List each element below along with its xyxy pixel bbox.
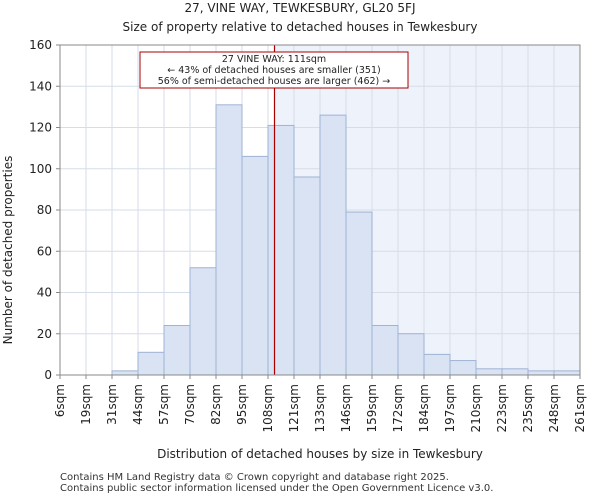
histogram-chart: 27, VINE WAY, TEWKESBURY, GL20 5FJ Size … [1, 1, 587, 461]
x-tick-label: 159sqm [365, 384, 379, 432]
annotation-line: 27 VINE WAY: 111sqm [222, 54, 326, 65]
x-tick-label: 172sqm [391, 384, 405, 432]
x-tick-label: 95sqm [235, 384, 249, 425]
histogram-bar [319, 114, 347, 376]
histogram-bar [475, 368, 503, 376]
histogram-bar [241, 155, 269, 376]
y-tick-label: 120 [29, 121, 52, 135]
y-tick-label: 60 [37, 244, 52, 258]
histogram-bar [163, 325, 191, 376]
histogram-bar [527, 370, 555, 376]
footer: Contains HM Land Registry data © Crown c… [60, 472, 493, 494]
histogram-bar [189, 267, 217, 376]
histogram-bar [423, 353, 451, 376]
x-tick-label: 57sqm [157, 384, 171, 425]
y-tick-label: 160 [29, 38, 52, 52]
x-tick-label: 133sqm [313, 384, 327, 432]
x-axis-label: Distribution of detached houses by size … [157, 447, 483, 461]
x-tick-label: 248sqm [547, 384, 561, 432]
histogram-bar [449, 360, 477, 376]
footer-line-2: Contains public sector information licen… [60, 483, 494, 494]
footer-line-1: Contains HM Land Registry data © Crown c… [60, 472, 449, 483]
histogram-bar [345, 211, 373, 376]
y-tick-label: 20 [37, 327, 52, 341]
chart-subtitle: Size of property relative to detached ho… [123, 20, 478, 34]
x-tick-label: 210sqm [469, 384, 483, 432]
y-tick-label: 40 [37, 286, 52, 300]
x-tick-label: 6sqm [53, 384, 67, 417]
x-tick-label: 223sqm [495, 384, 509, 432]
x-tick-label: 261sqm [573, 384, 587, 432]
y-axis-label: Number of detached properties [1, 156, 15, 345]
histogram-bar [293, 176, 321, 376]
x-tick-label: 108sqm [261, 384, 275, 432]
x-tick-label: 44sqm [131, 384, 145, 425]
histogram-bar [267, 124, 295, 376]
histogram-bar [553, 370, 581, 376]
x-tick-label: 31sqm [105, 384, 119, 425]
y-tick-label: 80 [37, 203, 52, 217]
annotation-line: 56% of semi-detached houses are larger (… [158, 76, 391, 87]
x-tick-label: 184sqm [417, 384, 431, 432]
x-tick-label: 146sqm [339, 384, 353, 432]
x-tick-label: 121sqm [287, 384, 301, 432]
x-tick-label: 235sqm [521, 384, 535, 432]
x-tick-label: 82sqm [209, 384, 223, 425]
chart-title: 27, VINE WAY, TEWKESBURY, GL20 5FJ [185, 1, 416, 15]
annotation-box [139, 51, 409, 89]
histogram-bar [371, 325, 399, 376]
x-tick-label: 197sqm [443, 384, 457, 432]
y-tick-label: 140 [29, 79, 52, 93]
histogram-bar [397, 333, 425, 376]
histogram-bar [215, 104, 243, 376]
y-tick-label: 100 [29, 162, 52, 176]
histogram-bar [111, 370, 139, 376]
x-tick-label: 70sqm [183, 384, 197, 425]
y-tick-label: 0 [44, 368, 52, 382]
histogram-bar [137, 351, 165, 376]
annotation-line: ← 43% of detached houses are smaller (35… [167, 65, 380, 76]
x-tick-label: 19sqm [79, 384, 93, 425]
histogram-bar [501, 368, 529, 376]
